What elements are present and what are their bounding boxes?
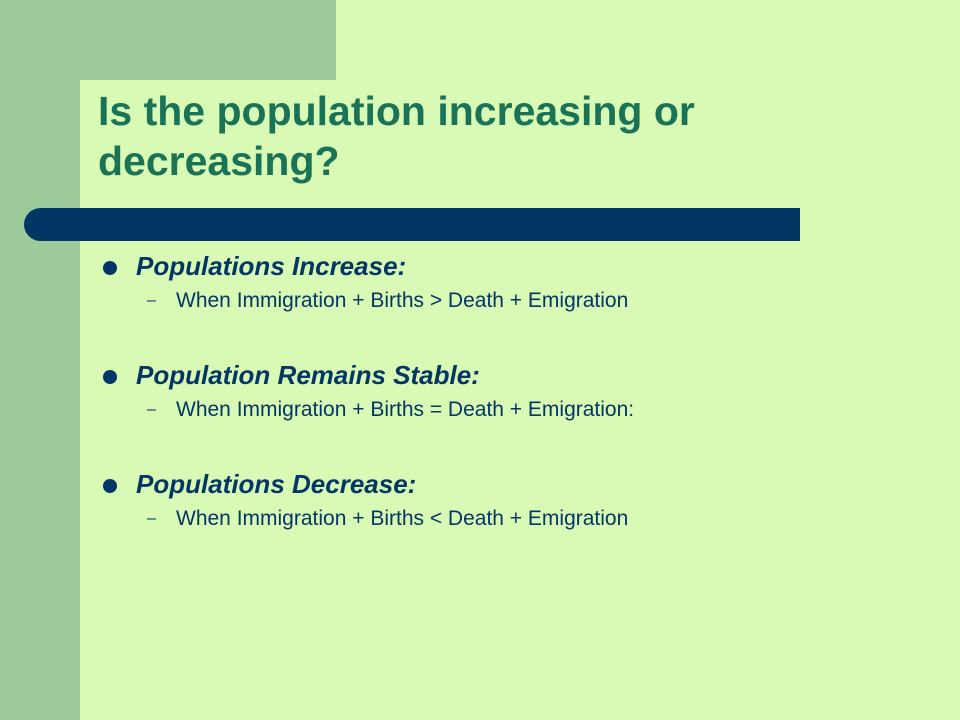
slide-title: Is the population increasing or decreasi… <box>98 88 695 184</box>
bullet-dot-icon <box>103 370 117 384</box>
title-underline-bar <box>24 208 800 241</box>
bullet-label: Populations Decrease: <box>136 469 417 499</box>
bullet-label: Populations Increase: <box>136 251 407 281</box>
sub-bullet-label: When Immigration + Births = Death + Emig… <box>176 398 635 421</box>
bullet-dot-icon <box>103 479 117 493</box>
sub-bullet-label: When Immigration + Births > Death + Emig… <box>176 289 629 312</box>
dash-icon: – <box>147 510 156 527</box>
top-decor-band <box>80 0 336 80</box>
sub-bullet-label: When Immigration + Births < Death + Emig… <box>176 507 629 530</box>
bullet-label: Population Remains Stable: <box>136 360 480 390</box>
dash-icon: – <box>147 401 156 418</box>
dash-icon: – <box>147 292 156 309</box>
left-decor-band <box>0 0 80 720</box>
bullet-dot-icon <box>103 261 117 275</box>
